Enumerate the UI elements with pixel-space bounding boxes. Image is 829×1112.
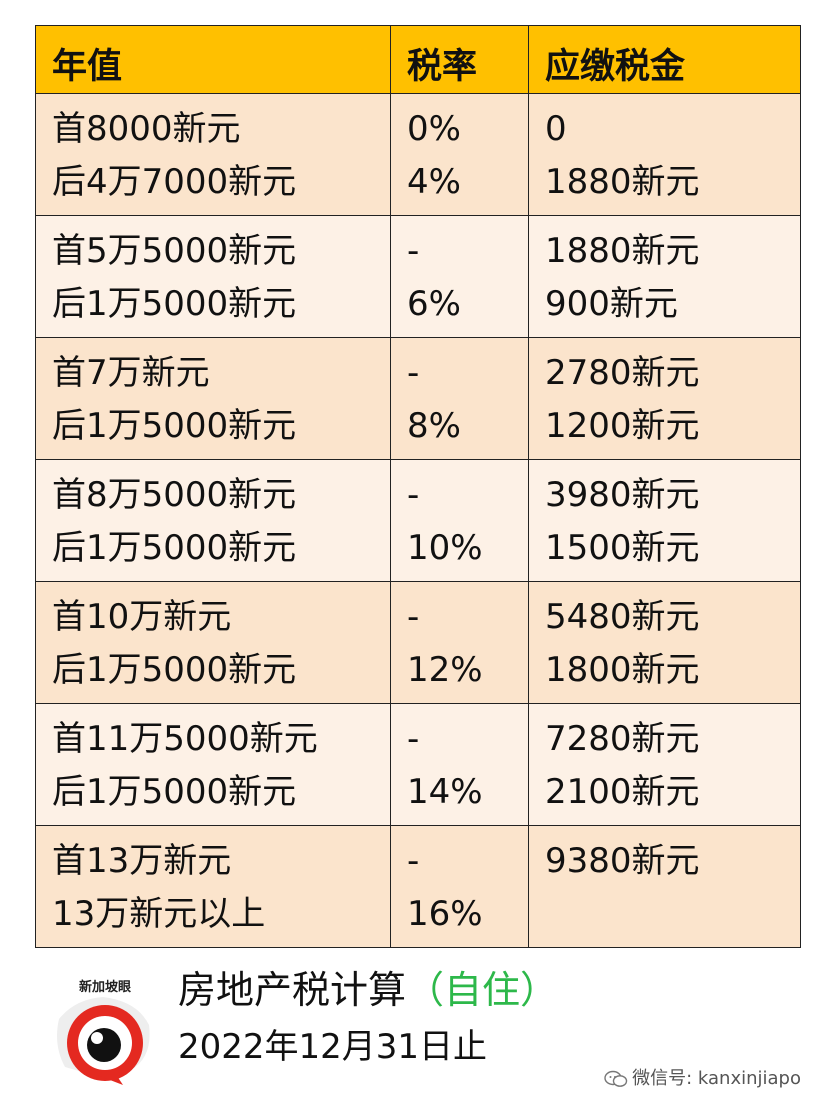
table-row: 首8000新元 后4万7000新元 0% 4% 0 1880新元	[35, 93, 801, 216]
tax-cell: 1880新元 900新元	[528, 215, 801, 338]
income-cell-line: 13万新元以上	[52, 894, 266, 934]
tax-cell: 2780新元 1200新元	[528, 337, 801, 460]
tax-table: 年值 税率 应缴税金 首8000新元 后4万7000新元 0% 4% 0 1880新元 首5…	[35, 25, 801, 948]
rate-cell-line: 0%	[407, 109, 461, 149]
tax-cell-line: 1880新元	[545, 162, 700, 202]
rate-cell-line: 10%	[407, 528, 483, 568]
caption-date: 2022年12月31日止	[178, 1027, 488, 1067]
income-cell-line: 首7万新元	[52, 353, 210, 393]
caption-title-text: 房地产税计算	[178, 968, 407, 1012]
wechat-watermark: 微信号: kanxinjiapo	[604, 1064, 801, 1090]
income-cell-line: 后1万5000新元	[52, 772, 297, 812]
income-cell-line: 后1万5000新元	[52, 650, 297, 690]
rate-cell: 0% 4%	[390, 93, 529, 216]
tax-cell-line: 1500新元	[545, 528, 700, 568]
rate-cell-line: -	[407, 231, 420, 271]
income-cell: 首7万新元后1万5000新元	[35, 337, 391, 460]
table-header-row: 年值 税率 应缴税金	[35, 25, 801, 94]
rate-cell-line: -	[407, 353, 420, 393]
rate-cell-line: -	[407, 841, 420, 881]
rate-cell-line: -	[407, 475, 420, 515]
table-row: 首13万新元 13万新元以上 - 16% 9380新元	[35, 825, 801, 948]
tax-cell: 5480新元 1800新元	[528, 581, 801, 704]
rate-cell-line: 6%	[407, 284, 461, 324]
tax-cell-line: 7280新元	[545, 719, 700, 759]
table-row: 首11万5000新元 后1万5000新元 -14% 7280新元 2100新元	[35, 703, 801, 826]
tax-cell: 0 1880新元	[528, 93, 801, 216]
income-cell-line: 首10万新元	[52, 597, 232, 637]
income-cell-line: 首11万5000新元	[52, 719, 318, 759]
tax-cell-line: 3980新元	[545, 475, 700, 515]
footer: 新加坡眼 房地产税计算（自住） 2022年12月31日止 微信号: kanxin…	[0, 955, 829, 1112]
header-tax-rate: 税率	[390, 25, 529, 94]
income-cell: 首13万新元 13万新元以上	[35, 825, 391, 948]
income-cell-line: 首8000新元	[52, 109, 241, 149]
tax-cell-line: 2780新元	[545, 353, 700, 393]
rate-cell-line: 8%	[407, 406, 461, 446]
table-row: 首8万5000新元 后1万5000新元 -10% 3980新元 1500新元	[35, 459, 801, 582]
wechat-icon	[604, 1070, 628, 1087]
rate-cell-line: -	[407, 719, 420, 759]
rate-cell: - 6%	[390, 215, 529, 338]
rate-cell-line: 14%	[407, 772, 483, 812]
income-cell-line: 后4万7000新元	[52, 162, 297, 202]
tax-cell-line: 5480新元	[545, 597, 700, 637]
income-cell: 首10万新元后1万5000新元	[35, 581, 391, 704]
rate-cell: - 12%	[390, 581, 529, 704]
tax-cell-line: 0	[545, 109, 567, 149]
rate-cell-line: 16%	[407, 894, 483, 934]
header-annual-value: 年值	[35, 25, 391, 94]
rate-cell: - 16%	[390, 825, 529, 948]
tax-cell-line: 1200新元	[545, 406, 700, 446]
table-body: 首8000新元 后4万7000新元 0% 4% 0 1880新元 首5万5000新元 后1万5…	[35, 93, 801, 948]
tax-cell-line: 1880新元	[545, 231, 700, 271]
tax-cell: 3980新元 1500新元	[528, 459, 801, 582]
income-cell-line: 首13万新元	[52, 841, 232, 881]
tax-cell-line: 1800新元	[545, 650, 700, 690]
rate-cell-line: 4%	[407, 162, 461, 202]
tax-cell-line: 900新元	[545, 284, 678, 324]
tax-cell: 7280新元 2100新元	[528, 703, 801, 826]
caption-title: 房地产税计算（自住）	[178, 965, 558, 1015]
table-row: 首7万新元 后1万5000新元 -8% 2780新元 1200新元	[35, 337, 801, 460]
income-cell-line: 后1万5000新元	[52, 528, 297, 568]
rate-cell: - 14%	[390, 703, 529, 826]
rate-cell: - 8%	[390, 337, 529, 460]
caption-title-accent: （自住）	[406, 968, 559, 1012]
income-cell-line: 首5万5000新元	[52, 231, 297, 271]
tax-cell-line	[545, 888, 800, 941]
income-cell-line: 后1万5000新元	[52, 284, 297, 324]
income-cell: 首11万5000新元 后1万5000新元	[35, 703, 391, 826]
income-cell: 首8万5000新元 后1万5000新元	[35, 459, 391, 582]
table-row: 首10万新元 后1万5000新元 -12% 5480新元 1800新元	[35, 581, 801, 704]
table-row: 首5万5000新元 后1万5000新元 -6% 1880新元 900新元	[35, 215, 801, 338]
tax-cell: 9380新元	[528, 825, 801, 948]
income-cell-line: 首8万5000新元	[52, 475, 297, 515]
income-cell-line: 后1万5000新元	[52, 406, 297, 446]
header-tax-payable: 应缴税金	[528, 25, 801, 94]
income-cell: 首8000新元后4万7000新元	[35, 93, 391, 216]
logo-text: 新加坡眼	[79, 979, 132, 995]
wechat-id: 微信号: kanxinjiapo	[632, 1068, 801, 1089]
income-cell: 首5万5000新元 后1万5000新元	[35, 215, 391, 338]
eye-logo-icon: 新加坡眼	[57, 979, 150, 1085]
tax-cell-line: 2100新元	[545, 772, 700, 812]
rate-cell-line: 12%	[407, 650, 483, 690]
rate-cell: - 10%	[390, 459, 529, 582]
tax-cell-line: 9380新元	[545, 841, 700, 881]
rate-cell-line: -	[407, 597, 420, 637]
